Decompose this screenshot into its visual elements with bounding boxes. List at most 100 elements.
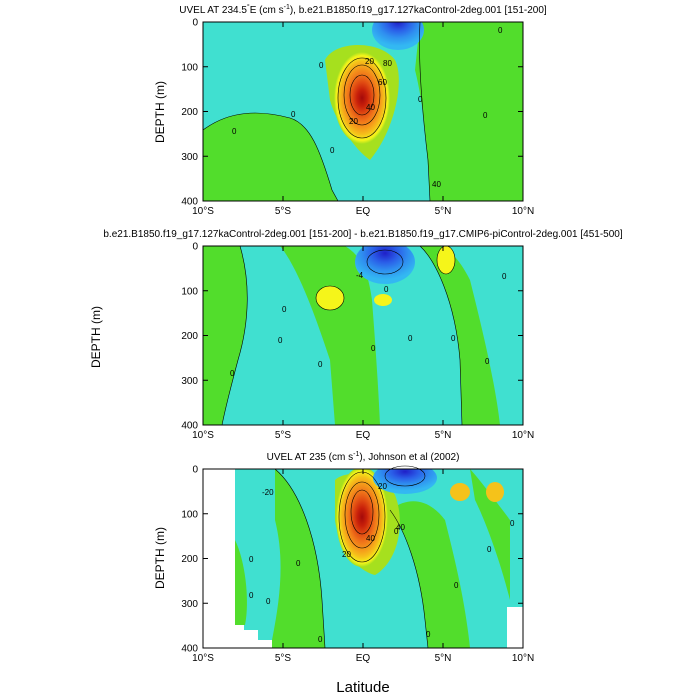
contour-label: 40 [366,534,375,543]
panel2-green-center [280,246,380,425]
y-tick-label: 400 [181,644,198,655]
contour-label: 0 [330,146,335,155]
y-tick-label: 100 [181,286,198,297]
contour-label: 0 [485,357,490,366]
x-tick-label: 10°N [512,206,534,217]
panel2-green-east [420,246,500,425]
contour-label: 0 [232,127,237,136]
x-tick-label: 10°N [512,430,534,441]
contour-label: -20 [262,488,274,497]
contour-label: 20 [349,117,358,126]
y-tick-label: 0 [192,18,198,29]
x-tick-label: 5°N [435,206,452,217]
contour-label: 0 [498,26,503,35]
panel2-contour-labels: 0 0 0 0 0 0 0 0 0 -4 0 [230,271,507,378]
panel2-plot [203,246,523,425]
panel2-contour-lines [221,245,463,426]
panel1-plot [203,22,523,201]
contour-label: 0 [318,635,323,644]
contour-label: 0 [249,591,254,600]
panel3-warm-east [450,483,470,501]
panel3-green-south [272,469,325,648]
panel2-title: b.e21.B1850.f19_g17.127kaControl-2deg.00… [103,229,622,240]
panel3-title: UVEL AT 235 (cm s-1), Johnson et al (200… [267,451,460,463]
panel1-green-south [203,113,338,201]
contour-label: 0 [454,581,459,590]
contour-label: 80 [383,59,392,68]
contour-label: 0 [426,630,431,639]
x-tick-label: 5°N [435,653,452,664]
x-tick-label: 10°S [192,653,214,664]
contour-label: 40 [396,523,405,532]
contour-label: 40 [432,180,441,189]
panel3-contour-lines [274,465,429,649]
x-tick-label: EQ [356,430,371,441]
x-tick-label: EQ [356,206,371,217]
panel2-axes: 10°S 5°S EQ 5°N 10°N 0 100 200 300 400 [181,242,534,442]
panel2-warm-east [437,246,455,274]
panel1-ylabel: DEPTH (m) [153,81,167,143]
y-tick-label: 200 [181,331,198,342]
panel3-warm-far-east [486,482,504,502]
contour-label: 0 [487,545,492,554]
contour-label: 20 [342,550,351,559]
panel3-green-north [390,501,470,648]
y-tick-label: 0 [192,465,198,476]
y-tick-label: 200 [181,107,198,118]
contour-label: 0 [510,519,515,528]
y-tick-label: 300 [181,599,198,610]
y-tick-label: 400 [181,421,198,432]
contour-label: 40 [366,103,375,112]
panel2-warm-west [316,286,344,310]
panel1-sec-core [372,22,424,50]
x-tick-label: EQ [356,653,371,664]
panel3-missing-east [507,607,523,648]
contour-label: 0 [296,559,301,568]
panel3-plot [203,469,523,648]
contour-label: 0 [319,61,324,70]
x-tick-label: 5°S [275,653,292,664]
panel1-contour-labels: 0 0 0 0 0 0 0 20 40 60 80 20 40 [232,26,503,189]
contour-label: 0 [371,344,376,353]
panel1-contour-lines [202,21,431,202]
panel3-contour-labels: 0 0 0 0 0 0 0 0 0 0 20 40 20 40 -20 [249,482,515,644]
panel3-green-east [470,469,510,600]
contour-label: -4 [356,271,364,280]
y-tick-label: 100 [181,509,198,520]
contour-label: 0 [266,597,271,606]
contour-label: 0 [502,272,507,281]
contour-label: 0 [394,527,399,536]
panel1-green-north [415,22,523,201]
contour-label: 0 [291,110,296,119]
contour-label: 0 [278,336,283,345]
x-tick-label: 10°S [192,206,214,217]
panel2-warm-center [374,294,392,306]
y-tick-label: 100 [181,62,198,73]
x-tick-label: 5°S [275,206,292,217]
contour-label: 0 [418,95,423,104]
x-tick-label: 10°N [512,653,534,664]
panel2-green-west [203,246,248,425]
y-tick-label: 0 [192,242,198,253]
panel2-negative-core [355,246,415,284]
contour-label: 0 [230,369,235,378]
panel3-ylabel: DEPTH (m) [153,527,167,589]
x-tick-label: 5°S [275,430,292,441]
y-tick-label: 300 [181,376,198,387]
panel3-sec-core [373,469,437,494]
side-ylabel: DEPTH (m) [89,306,103,368]
y-tick-label: 300 [181,152,198,163]
contour-label: 60 [378,78,387,87]
contour-label: 0 [249,555,254,564]
x-tick-label: 10°S [192,430,214,441]
y-tick-label: 400 [181,197,198,208]
y-tick-label: 200 [181,554,198,565]
contour-label: 0 [318,360,323,369]
contour-label: 0 [408,334,413,343]
contour-label: 20 [365,57,374,66]
panel3-green-west [235,540,247,625]
panel1-title: UVEL AT 234.5°E (cm s-1), b.e21.B1850.f1… [179,3,547,16]
contour-label: 20 [378,482,387,491]
